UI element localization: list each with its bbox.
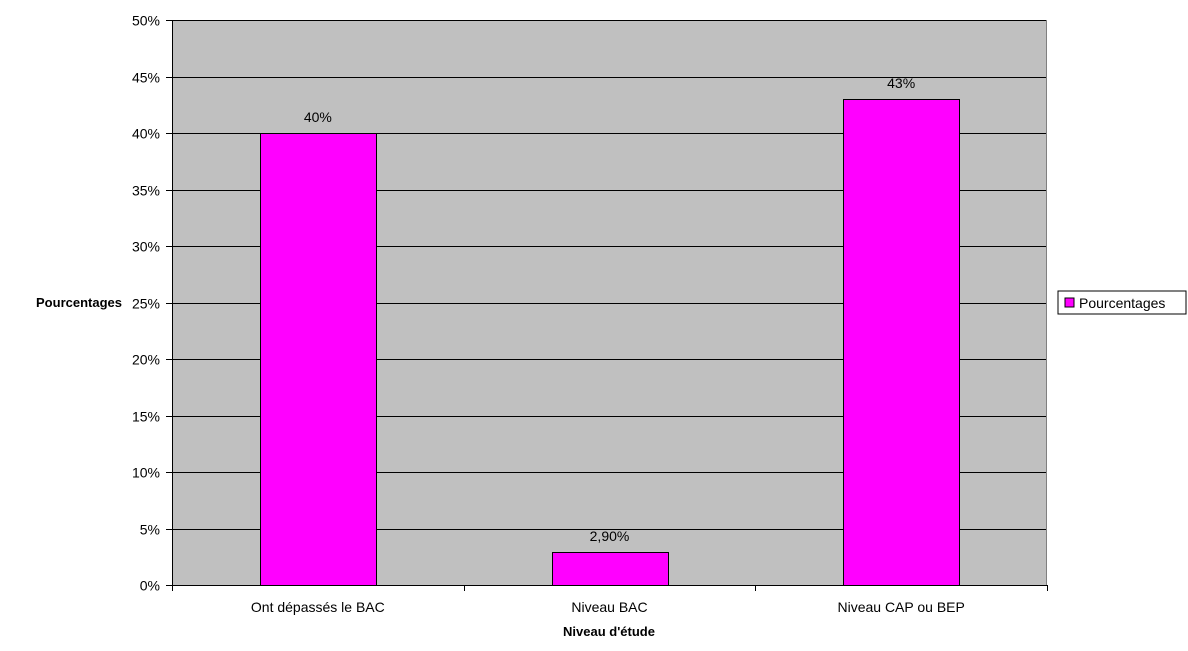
y-tick-label: 25%: [132, 296, 160, 312]
y-tick-label: 10%: [132, 465, 160, 481]
x-tick-label: Niveau CAP ou BEP: [837, 599, 964, 615]
y-tick-label: 40%: [132, 126, 160, 142]
data-label: 43%: [887, 75, 915, 91]
x-axis-label: Niveau d'étude: [563, 624, 655, 639]
y-tick-label: 30%: [132, 239, 160, 255]
x-tick-label: Niveau BAC: [571, 599, 647, 615]
bar: [552, 552, 669, 586]
y-tick-labels: 0% 5% 10% 15% 20% 25% 30% 35% 40% 45% 50%: [132, 13, 160, 594]
bar: [260, 133, 377, 586]
bars: [260, 99, 960, 586]
bar: [843, 99, 960, 586]
data-labels: 40% 2,90% 43%: [304, 75, 915, 544]
legend: Pourcentages: [1057, 290, 1187, 315]
data-label: 2,90%: [590, 528, 630, 544]
axes: [166, 20, 1048, 591]
y-tick-label: 0%: [140, 578, 160, 594]
y-tick-label: 35%: [132, 183, 160, 199]
legend-label: Pourcentages: [1079, 295, 1165, 311]
y-axis-label: Pourcentages: [36, 295, 122, 310]
y-tick-label: 5%: [140, 522, 160, 538]
legend-swatch: [1064, 297, 1075, 308]
x-tick-labels: Ont dépassés le BAC Niveau BAC Niveau CAP …: [251, 599, 965, 615]
y-tick-label: 50%: [132, 13, 160, 29]
y-tick-label: 15%: [132, 409, 160, 425]
y-tick-label: 45%: [132, 70, 160, 86]
x-tick-label: Ont dépassés le BAC: [251, 599, 385, 615]
data-label: 40%: [304, 109, 332, 125]
y-tick-label: 20%: [132, 352, 160, 368]
legend-box: [1057, 290, 1187, 315]
